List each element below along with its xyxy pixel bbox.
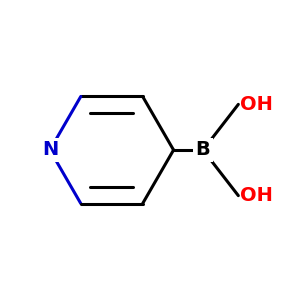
Text: N: N	[42, 140, 58, 160]
Text: B: B	[196, 140, 210, 160]
Text: OH: OH	[240, 95, 273, 114]
Text: OH: OH	[240, 186, 273, 205]
